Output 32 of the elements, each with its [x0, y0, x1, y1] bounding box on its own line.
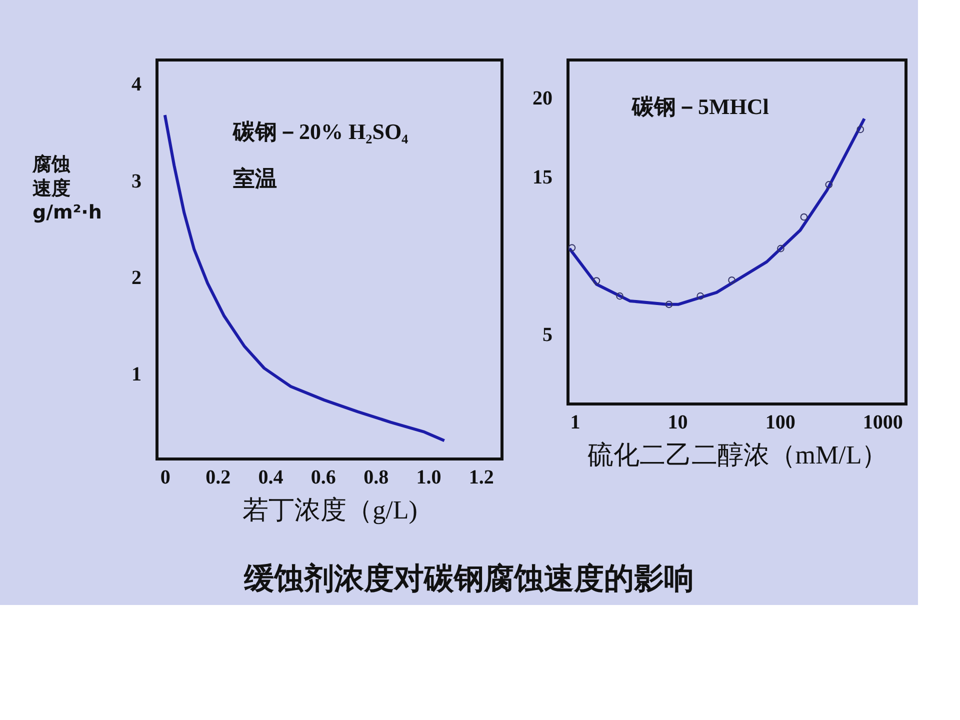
x-tick-label: 1.2 — [468, 466, 494, 488]
x-tick-label: 0.4 — [258, 466, 284, 488]
point — [728, 276, 736, 284]
y-tick-label: 5 — [542, 324, 552, 346]
annotation: 碳钢－5MHCl — [631, 94, 769, 119]
line-series — [163, 114, 446, 442]
point — [825, 181, 833, 188]
y-tick-label: 3 — [132, 170, 142, 192]
point — [856, 126, 864, 134]
x-tick-label: 0.8 — [364, 466, 389, 488]
point — [568, 244, 576, 252]
x-tick-label: 10 — [668, 412, 688, 434]
x-tick-label: 0.2 — [206, 466, 231, 488]
point — [696, 292, 704, 300]
y-tick-label: 20 — [532, 87, 552, 110]
y-tick-label: 4 — [132, 74, 142, 96]
x-axis-title: 硫化二乙二醇浓（mM/L） — [587, 440, 888, 470]
x-tick-label: 1000 — [862, 412, 903, 434]
text: 缓蚀剂浓度对碳钢腐蚀速度的影响 — [243, 562, 694, 596]
y-tick-label: 2 — [132, 266, 142, 289]
x-tick-label: 100 — [765, 412, 796, 434]
annotation: 室温 — [233, 166, 277, 191]
y-tick-label: 1 — [132, 363, 142, 386]
x-tick-label: 1 — [570, 412, 580, 434]
x-tick-label: 0.6 — [310, 466, 336, 488]
y-axis-title: 腐蚀速度g/m²·h — [32, 154, 102, 224]
annotation: 碳钢－20% H₂SO₄ — [232, 119, 409, 144]
x-tick-label: 1.0 — [416, 466, 442, 488]
x-tick-label: 0 — [160, 466, 170, 488]
x-axis-title: 若丁浓度（g/L) — [242, 496, 418, 524]
point — [665, 300, 673, 308]
y-tick-label: 15 — [532, 166, 552, 188]
